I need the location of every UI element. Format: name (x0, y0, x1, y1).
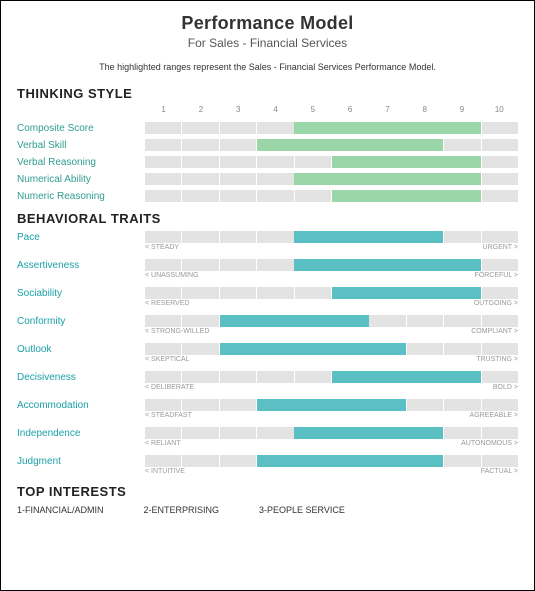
behavioral-label: Accommodation (17, 400, 145, 411)
anchor-right: TRUSTING > (332, 356, 519, 366)
thinking-row: Numeric Reasoning (17, 189, 518, 203)
tick-label: 8 (406, 105, 443, 119)
anchor-left: < STRONG-WILLED (145, 328, 332, 338)
anchor-left: < STEADFAST (145, 412, 332, 422)
behavioral-heading: BEHAVIORAL TRAITS (17, 211, 518, 226)
page-subtitle: For Sales - Financial Services (17, 36, 518, 50)
anchor-left: < INTUITIVE (145, 468, 332, 478)
behavioral-label: Sociability (17, 288, 145, 299)
interest-item: 3-PEOPLE SERVICE (259, 505, 345, 515)
anchor-right: BOLD > (332, 384, 519, 394)
behavioral-label: Decisiveness (17, 372, 145, 383)
interests-list: 1-FINANCIAL/ADMIN 2-ENTERPRISING 3-PEOPLE … (17, 505, 518, 515)
thinking-row: Verbal Reasoning (17, 155, 518, 169)
thinking-label: Numerical Ability (17, 174, 145, 185)
anchor-right: COMPLIANT > (332, 328, 519, 338)
tick-label: 2 (182, 105, 219, 119)
thinking-label: Numeric Reasoning (17, 191, 145, 202)
anchor-left: < DELIBERATE (145, 384, 332, 394)
thinking-row: Composite Score (17, 121, 518, 135)
behavioral-row: Judgment (17, 454, 518, 468)
behavioral-row: Independence (17, 426, 518, 440)
tick-label: 7 (369, 105, 406, 119)
tick-label: 5 (294, 105, 331, 119)
tick-label: 3 (220, 105, 257, 119)
behavioral-row: Outlook (17, 342, 518, 356)
behavioral-label: Outlook (17, 344, 145, 355)
behavioral-row: Pace (17, 230, 518, 244)
tick-label: 9 (443, 105, 480, 119)
interest-item: 1-FINANCIAL/ADMIN (17, 505, 104, 515)
anchor-right: FORCEFUL > (332, 272, 519, 282)
intro-text: The highlighted ranges represent the Sal… (17, 62, 518, 72)
anchor-left: < RESERVED (145, 300, 332, 310)
anchor-right: AGREEABLE > (332, 412, 519, 422)
behavioral-row: Sociability (17, 286, 518, 300)
interests-heading: TOP INTERESTS (17, 484, 518, 499)
anchor-right: OUTGOING > (332, 300, 519, 310)
anchor-left: < STEADY (145, 244, 332, 254)
behavioral-label: Independence (17, 428, 145, 439)
thinking-label: Verbal Skill (17, 140, 145, 151)
thinking-label: Verbal Reasoning (17, 157, 145, 168)
behavioral-row: Conformity (17, 314, 518, 328)
anchor-left: < UNASSUMING (145, 272, 332, 282)
thinking-row: Verbal Skill (17, 138, 518, 152)
thinking-label: Composite Score (17, 123, 145, 134)
behavioral-label: Conformity (17, 316, 145, 327)
interest-item: 2-ENTERPRISING (144, 505, 220, 515)
page-title: Performance Model (17, 13, 518, 34)
anchor-right: URGENT > (332, 244, 519, 254)
tick-label: 10 (481, 105, 518, 119)
behavioral-row: Decisiveness (17, 370, 518, 384)
tick-label: 6 (331, 105, 368, 119)
anchor-right: AUTONOMOUS > (332, 440, 519, 450)
anchor-right: FACTUAL > (332, 468, 519, 478)
tick-label: 1 (145, 105, 182, 119)
behavioral-label: Assertiveness (17, 260, 145, 271)
anchor-left: < SKEPTICAL (145, 356, 332, 366)
thinking-row: Numerical Ability (17, 172, 518, 186)
behavioral-label: Judgment (17, 456, 145, 467)
tick-row: 12345678910 (17, 105, 518, 119)
behavioral-row: Assertiveness (17, 258, 518, 272)
thinking-heading: THINKING STYLE (17, 86, 518, 101)
behavioral-row: Accommodation (17, 398, 518, 412)
behavioral-label: Pace (17, 232, 145, 243)
anchor-left: < RELIANT (145, 440, 332, 450)
tick-label: 4 (257, 105, 294, 119)
